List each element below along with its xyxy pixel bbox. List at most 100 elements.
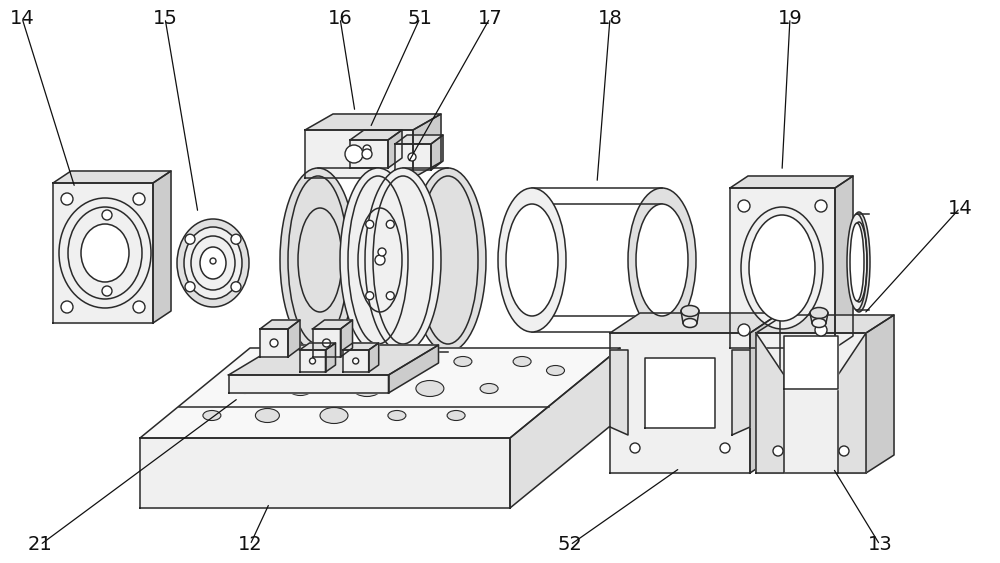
Circle shape <box>102 286 112 296</box>
Circle shape <box>815 200 827 212</box>
Circle shape <box>362 149 372 159</box>
Polygon shape <box>610 333 750 473</box>
Ellipse shape <box>847 214 867 310</box>
Circle shape <box>310 358 316 364</box>
Polygon shape <box>228 375 388 393</box>
Polygon shape <box>730 188 835 348</box>
Ellipse shape <box>365 168 441 352</box>
Ellipse shape <box>177 219 249 307</box>
Ellipse shape <box>628 188 696 332</box>
Ellipse shape <box>480 383 498 394</box>
Ellipse shape <box>447 410 465 421</box>
Text: 14: 14 <box>10 8 34 28</box>
Polygon shape <box>350 140 388 168</box>
Circle shape <box>61 193 73 205</box>
Circle shape <box>210 258 216 264</box>
Ellipse shape <box>324 356 342 367</box>
Polygon shape <box>300 350 326 372</box>
Polygon shape <box>369 343 379 372</box>
Polygon shape <box>750 313 780 473</box>
Ellipse shape <box>850 223 864 301</box>
Ellipse shape <box>454 356 472 367</box>
Circle shape <box>185 234 195 244</box>
Ellipse shape <box>749 215 815 321</box>
Ellipse shape <box>848 212 870 312</box>
Polygon shape <box>312 329 340 357</box>
Circle shape <box>366 220 374 228</box>
Circle shape <box>738 324 750 336</box>
Polygon shape <box>730 176 853 188</box>
Circle shape <box>270 339 278 347</box>
Text: 51: 51 <box>408 8 432 28</box>
Polygon shape <box>388 130 402 168</box>
Circle shape <box>408 153 416 161</box>
Ellipse shape <box>340 168 416 352</box>
Polygon shape <box>53 183 153 323</box>
Text: 12: 12 <box>238 535 262 555</box>
Polygon shape <box>340 320 352 357</box>
Circle shape <box>231 234 241 244</box>
Ellipse shape <box>353 381 381 396</box>
Circle shape <box>366 292 374 300</box>
Polygon shape <box>756 333 784 473</box>
Polygon shape <box>260 329 288 357</box>
Ellipse shape <box>203 410 221 421</box>
Circle shape <box>738 200 750 212</box>
Circle shape <box>720 443 730 453</box>
Polygon shape <box>395 144 431 170</box>
Polygon shape <box>431 135 443 170</box>
Polygon shape <box>645 358 715 428</box>
Circle shape <box>345 145 363 163</box>
Ellipse shape <box>269 356 287 367</box>
Text: 17: 17 <box>478 8 502 28</box>
Ellipse shape <box>236 383 254 394</box>
Circle shape <box>386 292 394 300</box>
Polygon shape <box>140 438 510 508</box>
Circle shape <box>375 255 385 265</box>
Ellipse shape <box>288 382 312 395</box>
Polygon shape <box>53 171 171 183</box>
Text: 16: 16 <box>328 8 352 28</box>
Ellipse shape <box>416 381 444 396</box>
Text: 18: 18 <box>598 8 622 28</box>
Polygon shape <box>260 320 300 329</box>
Ellipse shape <box>59 198 151 308</box>
Polygon shape <box>300 343 336 350</box>
Polygon shape <box>312 320 352 329</box>
Ellipse shape <box>683 319 697 328</box>
Polygon shape <box>343 343 379 350</box>
Ellipse shape <box>636 204 688 316</box>
Polygon shape <box>610 350 628 435</box>
Text: 13: 13 <box>868 535 892 555</box>
Polygon shape <box>153 171 171 323</box>
Ellipse shape <box>81 224 129 282</box>
Ellipse shape <box>681 306 699 316</box>
Circle shape <box>133 193 145 205</box>
Circle shape <box>133 301 145 313</box>
Circle shape <box>61 301 73 313</box>
Polygon shape <box>388 345 438 393</box>
Polygon shape <box>413 114 441 178</box>
Ellipse shape <box>513 356 531 367</box>
Polygon shape <box>343 350 369 372</box>
Circle shape <box>102 210 112 220</box>
Text: 52: 52 <box>558 535 582 555</box>
Polygon shape <box>610 313 780 333</box>
Polygon shape <box>732 350 750 435</box>
Polygon shape <box>228 345 438 375</box>
Polygon shape <box>326 343 336 372</box>
Ellipse shape <box>546 365 564 376</box>
Text: 15: 15 <box>153 8 177 28</box>
Circle shape <box>378 248 386 256</box>
Polygon shape <box>835 176 853 348</box>
Ellipse shape <box>410 168 486 352</box>
Circle shape <box>363 145 371 153</box>
Circle shape <box>773 446 783 456</box>
Ellipse shape <box>184 227 242 299</box>
Ellipse shape <box>255 409 279 422</box>
Polygon shape <box>756 315 894 333</box>
Ellipse shape <box>200 247 226 279</box>
Polygon shape <box>305 130 413 178</box>
Ellipse shape <box>388 410 406 421</box>
Text: 19: 19 <box>778 8 802 28</box>
